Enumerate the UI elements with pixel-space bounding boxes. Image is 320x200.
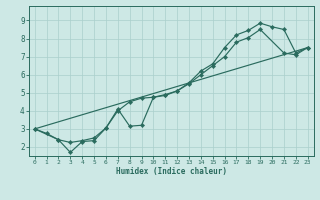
X-axis label: Humidex (Indice chaleur): Humidex (Indice chaleur)	[116, 167, 227, 176]
